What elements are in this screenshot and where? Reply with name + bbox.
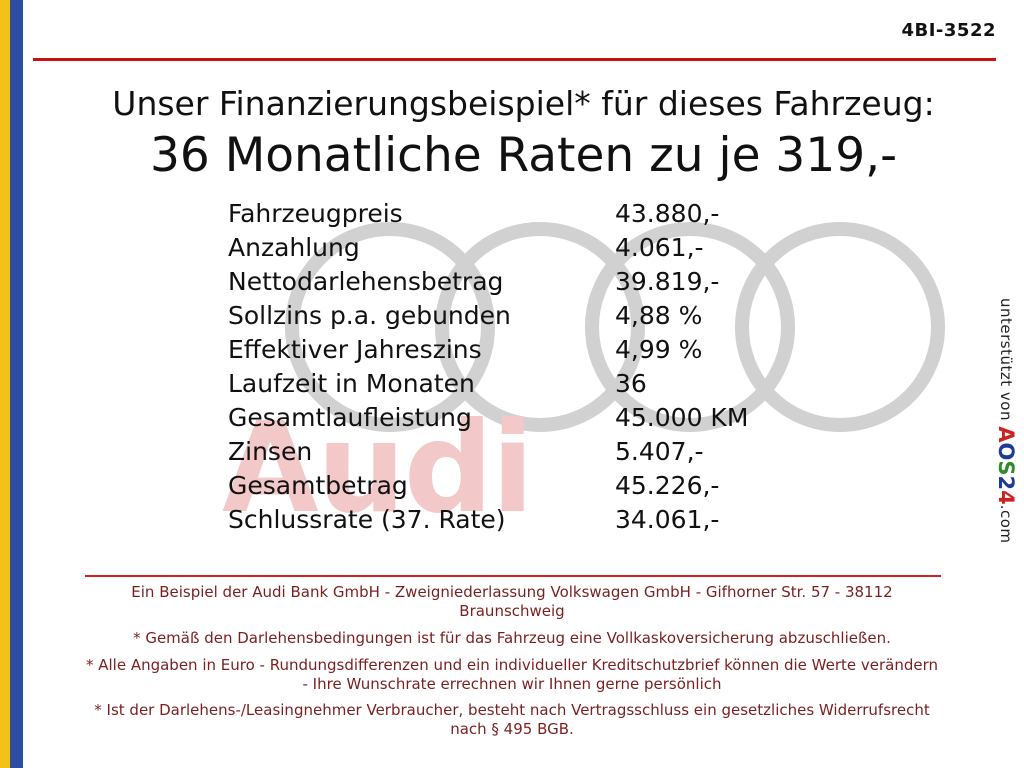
row-value: 39.819,-: [615, 266, 720, 296]
table-row: Gesamtlaufleistung 45.000 KM: [228, 400, 748, 434]
logo-domain-suffix: .com: [997, 504, 1015, 544]
row-label: Sollzins p.a. gebunden: [228, 300, 511, 330]
row-label: Anzahlung: [228, 232, 360, 262]
table-row: Schlussrate (37. Rate) 34.061,-: [228, 502, 748, 536]
financing-table: Fahrzeugpreis 43.880,- Anzahlung 4.061,-…: [228, 196, 748, 536]
top-divider: [33, 58, 996, 61]
row-value: 4.061,-: [615, 232, 704, 262]
audi-ring-2: [435, 222, 645, 432]
logo-letter: O: [994, 442, 1018, 461]
row-value: 43.880,-: [615, 198, 720, 228]
table-row: Anzahlung 4.061,-: [228, 230, 748, 264]
page-title: Unser Finanzierungsbeispiel* für dieses …: [112, 84, 935, 123]
aos24-logo: AOS24: [994, 426, 1018, 505]
audi-rings-watermark: [285, 212, 945, 446]
footer-notes: Ein Beispiel der Audi Bank GmbH - Zweign…: [60, 583, 964, 747]
table-row: Fahrzeugpreis 43.880,-: [228, 196, 748, 230]
row-label: Zinsen: [228, 436, 313, 466]
footer-note-euro: * Alle Angaben in Euro - Rundungsdiffere…: [85, 655, 939, 693]
row-value: 5.407,-: [615, 436, 704, 466]
logo-letter: A: [994, 426, 1018, 443]
footer-note-insurance: * Gemäß den Darlehensbedingungen ist für…: [133, 628, 891, 647]
audi-ring-3: [585, 222, 795, 432]
row-label: Fahrzeugpreis: [228, 198, 403, 228]
audi-ring-1: [285, 222, 495, 432]
row-label: Gesamtbetrag: [228, 470, 408, 500]
table-row: Sollzins p.a. gebunden 4,88 %: [228, 298, 748, 332]
logo-letter: 4: [994, 490, 1018, 505]
row-value: 4,88 %: [615, 300, 703, 330]
row-label: Gesamtlaufleistung: [228, 402, 472, 432]
logo-letter: S: [994, 460, 1018, 476]
table-row: Gesamtbetrag 45.226,-: [228, 468, 748, 502]
logo-letter: 2: [994, 475, 1018, 491]
left-blue-stripe: [10, 0, 23, 768]
row-value: 34.061,-: [615, 504, 720, 534]
row-label: Nettodarlehensbetrag: [228, 266, 504, 296]
table-row: Effektiver Jahreszins 4,99 %: [228, 332, 748, 366]
row-value: 36: [615, 368, 647, 398]
footer-note-bank: Ein Beispiel der Audi Bank GmbH - Zweign…: [131, 583, 893, 620]
rate-headline: 36 Monatliche Raten zu je 319,-: [149, 128, 898, 183]
table-row: Nettodarlehensbetrag 39.819,-: [228, 264, 748, 298]
table-row: Zinsen 5.407,-: [228, 434, 748, 468]
row-value: 45.000 KM: [615, 402, 749, 432]
sidebar-branding: unterstützt von AOS24.com: [994, 298, 1018, 544]
left-yellow-stripe: [0, 0, 10, 768]
footer-divider: [85, 575, 941, 577]
row-label: Effektiver Jahreszins: [228, 334, 482, 364]
row-label: Laufzeit in Monaten: [228, 368, 475, 398]
audi-text-watermark: Audi: [222, 396, 534, 541]
footer-note-withdrawal: * Ist der Darlehens-/Leasingnehmer Verbr…: [94, 701, 930, 739]
row-label: Schlussrate (37. Rate): [228, 504, 506, 534]
vehicle-id: 4BI-3522: [901, 20, 996, 41]
supported-by-label: unterstützt von: [997, 298, 1015, 427]
row-value: 4,99 %: [615, 334, 703, 364]
row-value: 45.226,-: [615, 470, 720, 500]
audi-ring-4: [735, 222, 945, 432]
table-row: Laufzeit in Monaten 36: [228, 366, 748, 400]
